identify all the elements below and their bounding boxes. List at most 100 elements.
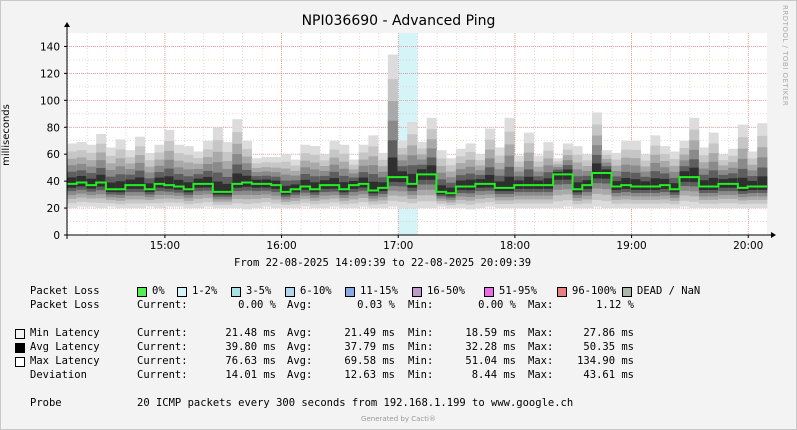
smoke-segment [232,173,243,188]
smoke-segment [212,181,223,195]
smoke-segment [426,165,437,180]
stat-max-header: Max: [528,369,554,381]
smoke-segment [708,177,719,190]
x-tick-label: 18:00 [500,240,530,252]
smoke-segment [592,163,603,179]
loss-bucket-swatch [177,287,187,297]
stat-min-header: Min: [408,299,434,311]
loss-bucket-swatch [412,287,422,297]
smoke-segment [203,176,214,188]
series-swatch [15,343,25,353]
x-tick-label: 15:00 [150,240,180,252]
loss-bucket-swatch [345,287,355,297]
smoke-segment [173,179,184,190]
stat-avg-value: 12.63 ms [344,369,395,381]
smoke-segment [115,181,126,193]
stat-current-value: 76.63 ms [225,355,276,367]
stat-avg-value: 37.79 ms [344,341,395,353]
stat-max-value: 43.61 ms [583,369,634,381]
stat-min-header: Min: [408,341,434,353]
stat-max-header: Max: [528,355,554,367]
stat-min-value: 8.44 ms [471,369,516,381]
loss-bucket-label: 16-50% [427,285,465,297]
smoke-segment [446,187,457,196]
y-axis-arrow [64,22,70,27]
stat-min-value: 0.00 % [478,299,516,311]
smoke-segment [76,176,87,187]
loss-bucket-swatch [622,287,632,297]
stat-current-header: Current: [137,369,188,381]
smoke-segment [164,176,175,189]
stat-avg-value: 69.58 ms [344,355,395,367]
stat-avg-header: Avg: [287,299,313,311]
loss-bucket-label: 1-2% [192,285,218,297]
stat-min-value: 32.28 ms [465,341,516,353]
smoke-segment [543,178,554,189]
smoke-segment [485,174,496,188]
graph-title: NPI036690 - Advanced Ping [301,13,496,29]
smoke-segment [621,178,632,189]
stat-current-header: Current: [137,327,188,339]
smoke-segment [407,173,418,188]
rrdtool-side-label: RRDTOOL / TOBI OETIKER [781,5,789,107]
smoke-segment [280,185,291,195]
stat-current-value: 14.01 ms [225,369,276,381]
smoke-segment [660,178,671,189]
smoke-segment [300,179,311,190]
series-swatch [15,357,25,367]
series-swatch [15,329,25,339]
smoke-segment [698,180,709,190]
stat-max-header: Max: [528,299,554,311]
stat-max-value: 134.90 ms [577,355,634,367]
smoke-segment [650,178,661,190]
smoke-segment [465,179,476,191]
stat-min-value: 51.04 ms [465,355,516,367]
smoke-segment [523,176,534,189]
loss-bucket-label: 96-100% [572,285,617,297]
stat-min-header: Min: [408,327,434,339]
date-range: From 22-08-2025 14:09:39 to 22-08-2025 2… [234,257,532,269]
y-tick-label: 100 [40,95,60,107]
stat-label: Deviation [30,369,87,381]
y-tick-label: 140 [40,41,60,53]
x-tick-label: 17:00 [383,240,413,252]
smoke-segment [135,177,146,189]
stat-avg-value: 21.49 ms [344,327,395,339]
smoke-segment [368,181,379,194]
probe-label: Probe [30,397,62,409]
smoke-segment [86,178,97,189]
stat-avg-header: Avg: [287,341,313,353]
stat-min-value: 18.59 ms [465,327,516,339]
smoke-segment [310,182,321,193]
loss-bucket-swatch [231,287,241,297]
smoke-segment [329,178,340,189]
ping-chart: 0 20 40 60 80 100 120 140 15:00 16:00 17:00 18:00 19… [40,22,776,252]
stat-avg-header: Avg: [287,355,313,367]
y-tick-label: 40 [47,176,60,188]
smoke-segment [96,174,107,187]
smoke-segment [455,180,466,190]
stat-label: Max Latency [30,355,100,367]
axes-layer: 0 20 40 60 80 100 120 140 15:00 16:00 17:00 18:00 19… [40,22,776,252]
smoke-segment [630,179,641,190]
loss-bucket-swatch [557,287,567,297]
stat-avg-header: Avg: [287,369,313,381]
x-tick-label: 20:00 [733,240,763,252]
smoke-segment [387,157,398,182]
loss-bucket-swatch [285,287,295,297]
y-tick-label: 0 [53,230,60,242]
probe-text: 20 ICMP packets every 300 seconds from 1… [137,397,574,409]
stat-label: Packet Loss [30,299,100,311]
smoke-segment [378,182,389,192]
footer: Generated by Cacti® [361,415,436,423]
stat-max-header: Max: [528,327,554,339]
stat-label: Avg Latency [30,341,100,353]
y-tick-label: 60 [47,149,60,161]
legend-packet-loss-label: Packet Loss [30,285,100,297]
x-tick-label: 16:00 [266,240,296,252]
stat-current-value: 21.48 ms [225,327,276,339]
smoke-segment [67,177,78,188]
loss-bucket-label: DEAD / NaN [637,285,701,297]
stat-label: Min Latency [30,327,100,339]
loss-bucket-label: 0% [152,285,165,297]
